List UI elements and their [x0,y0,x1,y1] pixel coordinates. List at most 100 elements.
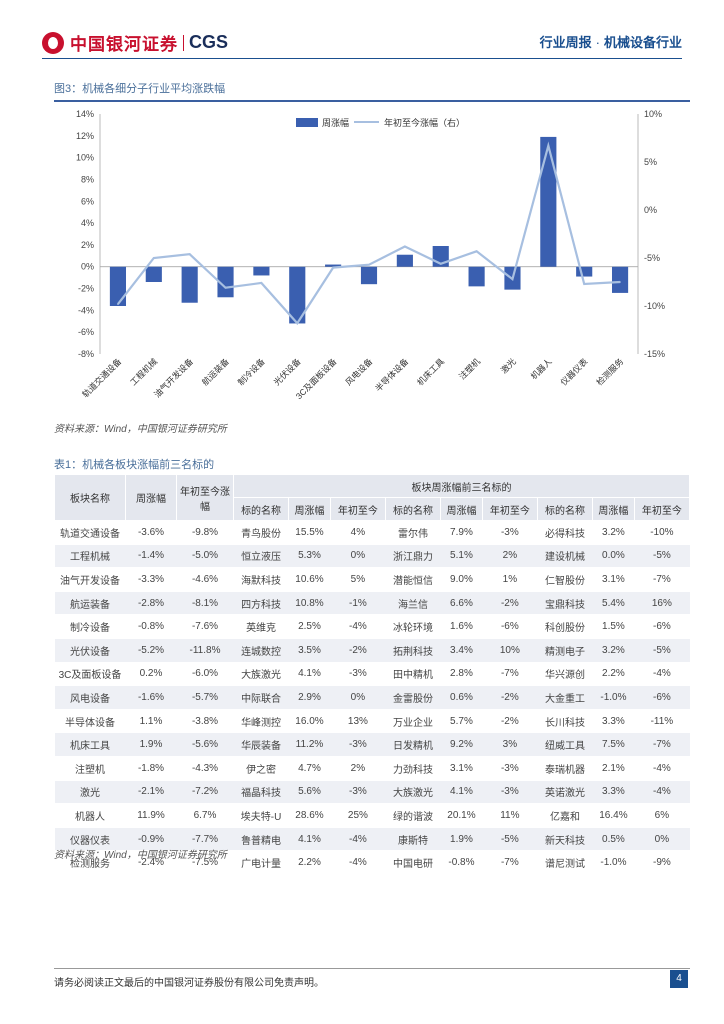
table-source: 资料来源：Wind，中国银河证券研究所 [54,850,227,861]
table-cell: 1% [482,567,538,592]
table-cell: 28.6% [288,803,331,828]
table-cell: 11.2% [288,732,331,757]
table-cell: 广电计量 [233,850,289,875]
ytd-point-机床工具 [439,262,442,265]
header-divider [42,58,682,59]
bar-油气开发设备 [181,266,198,303]
y-left-tick: 8% [81,174,94,184]
legend-ytd-label: 年初至今涨幅（右） [384,117,465,128]
ytd-point-风电设备 [368,263,370,266]
table-cell: -5% [634,544,690,569]
table-cell: -7.6% [176,614,234,639]
table-cell: 康斯特 [385,827,441,852]
table-cell: 4.1% [288,827,331,852]
table-cell: 连城数控 [233,638,289,663]
table-cell: 建设机械 [537,544,593,569]
table-cell: 3.5% [288,638,331,663]
table-cell: 亿嘉和 [537,803,593,828]
ytd-point-航运装备 [224,286,227,289]
table-cell: 25% [330,803,386,828]
table-cell: 半导体设备 [54,709,126,734]
table-cell: 4.1% [288,662,331,687]
table-cell: 2.2% [288,850,331,875]
x-label-2: 油气开发设备 [152,356,195,399]
table-cell: -5.2% [125,638,177,663]
table-cell: 3.2% [592,520,635,545]
table-cell: 2% [330,756,386,781]
report-tag: 行业周报 · 机械设备行业 [540,32,682,51]
table-cell: 长川科技 [537,709,593,734]
table-cell: 1.9% [125,732,177,757]
table-row: 制冷设备 -0.8% -7.6% 英维克 2.5% -4% 冰轮环境 1.6% -6% 科创股份 1… [54,614,690,639]
header-ytd-change: 年初至今涨幅 [176,474,234,521]
legend-bar-swatch [296,118,318,127]
ytd-point-注塑机 [475,250,478,253]
table-cell: 恒立液压 [233,544,289,569]
figure-title: 图3：机械各细分子行业平均涨跌幅 [54,80,690,102]
table-cell: 金雷股份 [385,685,441,710]
table-cell: 浙江鼎力 [385,544,441,569]
company-logo: 中国银河证券 CGS [42,30,228,55]
table-cell: 5.4% [592,591,635,616]
table-cell: 0.0% [592,544,635,569]
table-cell: 5.3% [288,544,331,569]
x-label-7: 风电设备 [343,356,374,387]
table-cell: 1.1% [125,709,177,734]
sub-header-6: 标的名称 [536,497,594,521]
table-cell: -3% [330,662,386,687]
table-cell: 1.6% [440,614,483,639]
table-cell: -1.0% [592,850,635,875]
y-right-tick: -15% [644,349,665,359]
y-right-tick: -5% [644,253,660,263]
page-number: 4 [670,970,688,988]
ytd-change-line [117,141,621,326]
table-cell: 4.1% [440,780,483,805]
table-cell: -7% [482,850,538,875]
table-cell: 英维克 [233,614,289,639]
table-cell: 中国电研 [385,850,441,875]
table-cell: 拓荆科技 [385,638,441,663]
table-cell: 机床工具 [54,732,126,757]
figure-source: 资料来源：Wind，中国银河证券研究所 [54,424,227,435]
y-left-tick: 14% [76,109,94,119]
table-cell: 田中精机 [385,662,441,687]
ytd-point-仪器仪表 [583,283,585,285]
ytd-point-激光 [511,278,514,280]
table-cell: 检测服务 [54,850,126,875]
table-cell: 宝鼎科技 [537,591,593,616]
table-cell: -6% [634,685,690,710]
table-cell: 必得科技 [537,520,593,545]
table-cell: -2% [482,685,538,710]
table-cell: 2.5% [288,614,331,639]
table-cell: 1.5% [592,614,635,639]
table-cell: -1.0% [592,685,635,710]
table-cell: 2% [482,544,538,569]
table-row: 激光 -2.1% -7.2% 福晶科技 5.6% -3% 大族激光 4.1% -3% 英诺激光 3.… [54,780,690,805]
table-cell: -2.1% [125,780,177,805]
y-left-tick: 6% [81,196,94,206]
table-cell: -1.6% [125,685,177,710]
table-row: 半导体设备 1.1% -3.8% 华峰测控 16.0% 13% 万业企业 5.7% -2% 长川科… [54,709,690,734]
chart-legend: 周涨幅 年初至今涨幅（右） [296,117,465,128]
logo-separator [183,34,184,51]
bar-工程机械 [145,266,162,282]
table-body: 轨道交通设备 -3.6% -9.8% 青鸟股份 15.5% 4% 雷尔伟 7.9% -3% 必得科… [54,520,690,875]
table-cell: 新天科技 [537,827,593,852]
table-cell: 仪器仪表 [54,827,126,852]
top-stocks-table: 板块名称 周涨幅 年初至今涨幅 板块周涨幅前三名标的 标的名称 周涨幅 年初至今 标的… [54,474,691,875]
sub-header-7: 周涨幅 [592,497,635,521]
table-cell: -3% [482,780,538,805]
table-row: 轨道交通设备 -3.6% -9.8% 青鸟股份 15.5% 4% 雷尔伟 7.9% -3% 必得科… [54,520,690,545]
table-cell: 11% [482,803,538,828]
table-cell: 5.1% [440,544,483,569]
header-week-change: 周涨幅 [125,474,177,521]
table-cell: 15.5% [288,520,331,545]
table-row: 光伏设备 -5.2% -11.8% 连城数控 3.5% -2% 拓荆科技 3.4% 10% 精测电… [54,638,690,663]
bar-3C及面板设备 [325,264,342,267]
table-cell: 轨道交通设备 [54,520,126,545]
table-cell: -0.8% [125,614,177,639]
table-cell: 2.8% [440,662,483,687]
table-cell: -1% [330,591,386,616]
table-cell: 大金重工 [537,685,593,710]
